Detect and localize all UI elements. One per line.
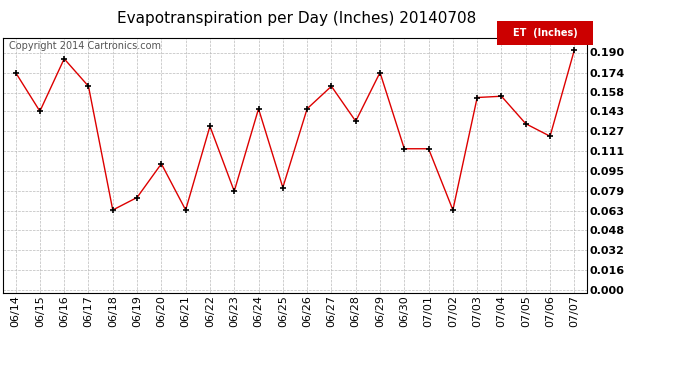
Text: Copyright 2014 Cartronics.com: Copyright 2014 Cartronics.com — [9, 41, 161, 51]
Text: Evapotranspiration per Day (Inches) 20140708: Evapotranspiration per Day (Inches) 2014… — [117, 11, 476, 26]
Text: ET  (Inches): ET (Inches) — [513, 28, 578, 38]
